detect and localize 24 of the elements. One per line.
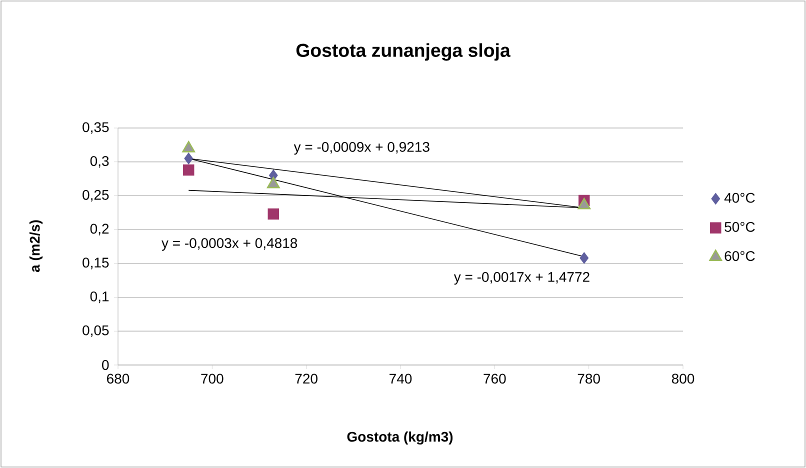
annotation: y = -0,0009x + 0,9213 [294,142,430,155]
x-axis-title: Gostota (kg/m3) [347,431,453,445]
y-tick-label: 0,05 [82,325,109,337]
y-tick-label: 0,35 [82,122,109,134]
legend-label: 40°C [724,192,755,203]
y-tick-label: 0,25 [82,190,109,202]
legend-label: 50°C [724,222,755,232]
y-axis-title: a (m2/s) [29,220,43,272]
x-tick-label: 720 [295,374,318,384]
y-tick-label: 0 [102,360,109,370]
legend-label: 60°C [724,251,755,261]
chart-title: Gostota zunanjega sloja [296,43,510,61]
y-tick-label: 0,15 [82,258,109,270]
annotation: y = -0,0017x + 1,4772 [454,272,590,285]
x-tick-label: 780 [578,374,600,384]
annotation: y = -0,0003x + 0,4818 [162,238,298,251]
x-tick-label: 800 [672,374,694,384]
y-tick-label: 0,1 [90,292,109,304]
x-tick-label: 680 [107,374,130,384]
x-tick-label: 700 [201,374,224,384]
x-tick-label: 760 [484,374,506,384]
x-tick-label: 740 [390,374,412,384]
y-tick-label: 0,3 [90,156,109,168]
y-tick-label: 0,2 [90,224,109,236]
